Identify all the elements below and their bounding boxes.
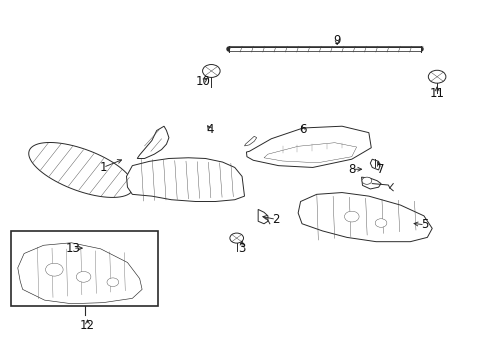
Polygon shape bbox=[137, 126, 168, 158]
Polygon shape bbox=[244, 136, 256, 146]
Text: 5: 5 bbox=[420, 218, 427, 231]
Polygon shape bbox=[18, 243, 142, 304]
Polygon shape bbox=[126, 158, 244, 202]
Circle shape bbox=[361, 177, 371, 184]
Circle shape bbox=[76, 271, 91, 282]
Text: 12: 12 bbox=[80, 319, 95, 332]
Polygon shape bbox=[298, 193, 431, 242]
Circle shape bbox=[45, 263, 63, 276]
Polygon shape bbox=[246, 126, 370, 167]
Text: 1: 1 bbox=[99, 161, 106, 174]
Text: 11: 11 bbox=[429, 87, 444, 100]
Text: 6: 6 bbox=[299, 123, 306, 136]
Circle shape bbox=[229, 233, 243, 243]
Text: 10: 10 bbox=[195, 75, 210, 88]
Circle shape bbox=[202, 64, 220, 77]
Circle shape bbox=[374, 219, 386, 227]
Text: 4: 4 bbox=[206, 123, 214, 136]
Polygon shape bbox=[29, 143, 133, 197]
Text: 7: 7 bbox=[377, 163, 384, 176]
Text: 13: 13 bbox=[65, 242, 80, 255]
Polygon shape bbox=[258, 210, 267, 224]
Text: 3: 3 bbox=[238, 242, 245, 255]
Text: 8: 8 bbox=[347, 163, 355, 176]
Circle shape bbox=[107, 278, 119, 287]
Circle shape bbox=[344, 211, 358, 222]
Polygon shape bbox=[361, 177, 380, 189]
Circle shape bbox=[427, 70, 445, 83]
Text: 2: 2 bbox=[272, 213, 279, 226]
Polygon shape bbox=[369, 159, 379, 170]
Polygon shape bbox=[264, 143, 356, 163]
Bar bbox=[11, 231, 158, 306]
Text: 9: 9 bbox=[333, 33, 340, 47]
